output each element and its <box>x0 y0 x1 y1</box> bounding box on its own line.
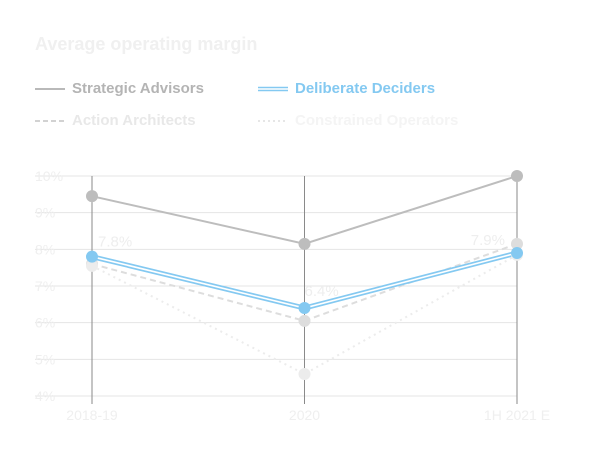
data-point-strategic-advisors <box>86 190 98 203</box>
data-point-strategic-advisors <box>298 237 311 250</box>
y-tick-label: 9% <box>35 205 55 221</box>
data-point-deliberate-deciders <box>298 302 311 314</box>
legend-label-constrained-operators: Constrained Operators <box>295 112 459 129</box>
y-tick-label: 6% <box>35 315 55 331</box>
legend-swatch-constrained-operators <box>258 119 288 122</box>
data-point-action-architects <box>298 314 311 327</box>
series-line-constrained-operators <box>91 253 518 376</box>
data-label: 7.9% <box>471 232 505 249</box>
data-point-constrained-operators <box>86 259 98 272</box>
data-point-deliberate-deciders <box>511 247 523 259</box>
x-tick-label: 1H 2021 E <box>484 407 550 423</box>
legend-swatch-strategic-advisors <box>35 87 65 90</box>
data-label: 7.8% <box>98 234 132 251</box>
data-point-strategic-advisors <box>511 170 523 182</box>
y-tick-label: 10% <box>35 168 63 184</box>
y-tick-label: 8% <box>35 241 55 257</box>
legend-label-strategic-advisors: Strategic Advisors <box>72 80 204 97</box>
chart-title: Average operating margin <box>35 34 258 54</box>
y-tick-label: 4% <box>35 388 55 404</box>
y-tick-label: 7% <box>35 278 55 294</box>
legend-swatch-action-architects <box>35 119 65 122</box>
legend-item-strategic-advisors: Strategic Advisors <box>35 80 204 97</box>
legend-label-action-architects: Action Architects <box>72 112 196 129</box>
y-tick-label: 5% <box>35 351 55 367</box>
x-tick-label: 2020 <box>289 407 320 423</box>
legend-item-deliberate-deciders: Deliberate Deciders <box>258 80 435 97</box>
data-label: 6.4% <box>305 283 339 300</box>
data-point-constrained-operators <box>298 368 311 380</box>
x-tick-label: 2018-19 <box>66 407 118 423</box>
legend-item-constrained-operators: Constrained Operators <box>258 112 458 129</box>
legend-swatch-deliberate-deciders <box>258 86 288 91</box>
legend-label-deliberate-deciders: Deliberate Deciders <box>295 80 436 97</box>
legend-item-action-architects: Action Architects <box>35 112 196 129</box>
data-point-deliberate-deciders <box>86 250 98 263</box>
data-point-action-architects <box>511 237 523 250</box>
